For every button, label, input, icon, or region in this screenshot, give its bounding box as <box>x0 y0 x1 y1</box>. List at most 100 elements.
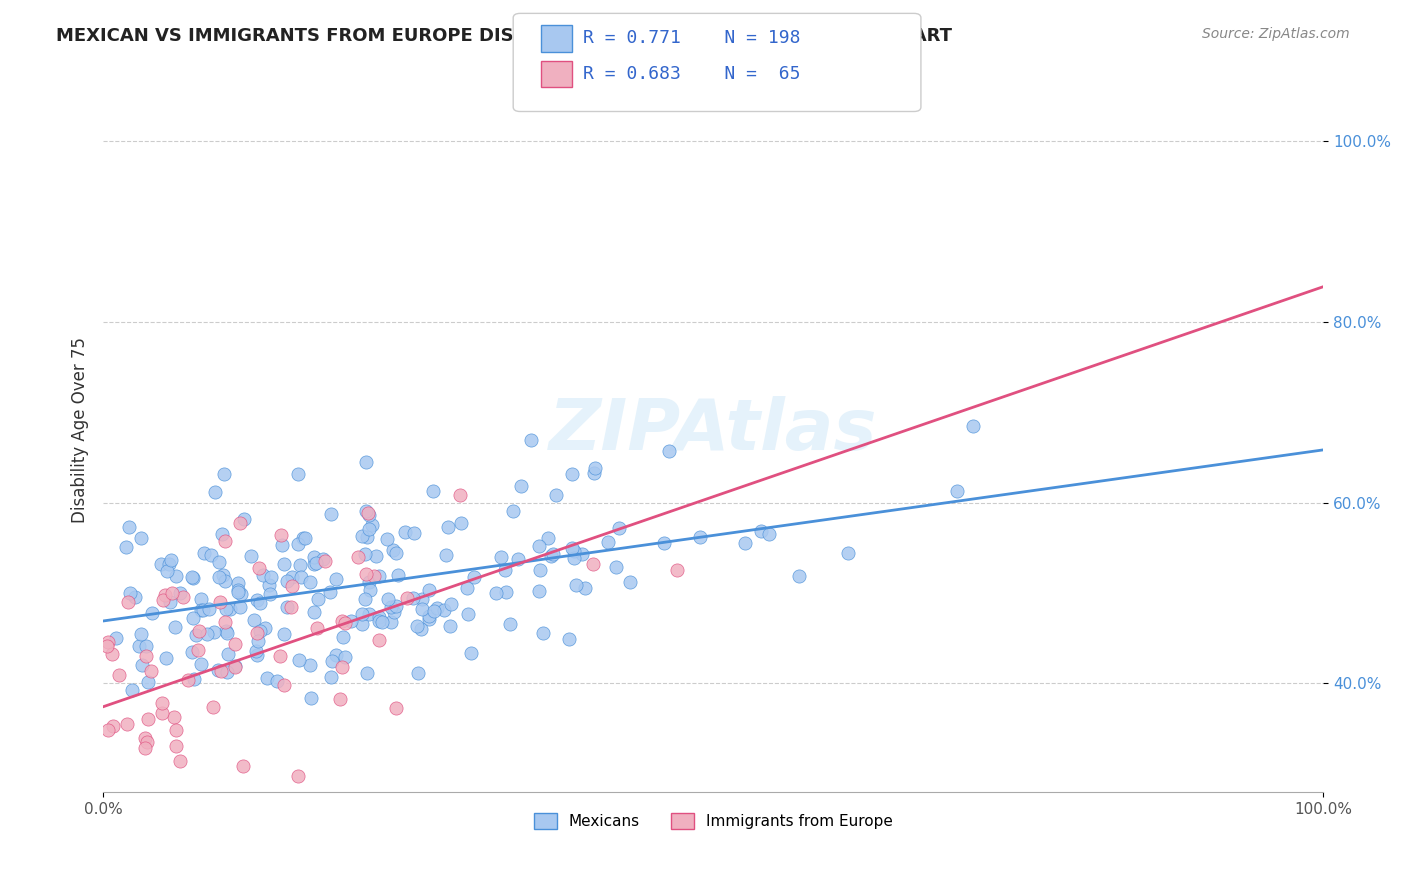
Point <box>494 563 516 577</box>
Point <box>357 508 380 523</box>
Point <box>356 530 378 544</box>
Point <box>434 548 457 562</box>
Point <box>302 605 325 619</box>
Point <box>357 507 380 521</box>
Point <box>232 759 254 773</box>
Point <box>214 574 236 588</box>
Point <box>105 631 128 645</box>
Point <box>489 550 512 565</box>
Point <box>202 625 225 640</box>
Point <box>208 570 231 584</box>
Point <box>288 558 311 573</box>
Point <box>377 592 399 607</box>
Point <box>418 612 440 626</box>
Point <box>598 535 620 549</box>
Point <box>325 572 347 586</box>
Point <box>180 812 202 826</box>
Point <box>228 516 250 530</box>
Point <box>152 592 174 607</box>
Point <box>360 517 382 532</box>
Point <box>583 466 606 480</box>
Point <box>582 557 605 571</box>
Point <box>368 610 391 624</box>
Point <box>385 701 408 715</box>
Point <box>537 531 560 545</box>
Text: R = 0.771    N = 198: R = 0.771 N = 198 <box>583 29 801 47</box>
Point <box>246 648 269 662</box>
Point <box>665 563 688 577</box>
Point <box>108 668 131 682</box>
Point <box>565 578 588 592</box>
Point <box>837 546 859 560</box>
Point <box>215 601 238 615</box>
Point <box>564 544 586 558</box>
Point <box>380 599 402 614</box>
Point <box>215 665 238 679</box>
Point <box>543 547 565 561</box>
Point <box>191 603 214 617</box>
Point <box>207 663 229 677</box>
Point <box>166 812 188 826</box>
Point <box>273 678 295 692</box>
Point <box>347 550 370 565</box>
Point <box>276 574 298 588</box>
Point <box>325 648 347 663</box>
Point <box>304 557 326 571</box>
Point <box>333 615 356 630</box>
Point <box>134 731 156 746</box>
Point <box>527 583 550 598</box>
Point <box>409 622 432 636</box>
Point <box>242 613 264 627</box>
Point <box>212 467 235 482</box>
Point <box>169 586 191 600</box>
Point <box>607 520 630 534</box>
Point <box>254 621 277 635</box>
Point <box>246 626 269 640</box>
Point <box>605 559 627 574</box>
Point <box>183 672 205 686</box>
Point <box>172 590 194 604</box>
Point <box>502 504 524 518</box>
Point <box>97 800 120 814</box>
Point <box>485 586 508 600</box>
Point <box>531 626 554 640</box>
Point <box>247 561 270 575</box>
Point <box>287 467 309 482</box>
Point <box>256 671 278 685</box>
Point <box>260 570 283 584</box>
Point <box>101 719 124 733</box>
Point <box>97 723 120 738</box>
Point <box>226 583 249 598</box>
Point <box>962 418 984 433</box>
Point <box>249 596 271 610</box>
Point <box>540 549 562 563</box>
Point <box>359 522 381 536</box>
Point <box>312 552 335 566</box>
Point <box>100 647 122 661</box>
Text: MEXICAN VS IMMIGRANTS FROM EUROPE DISABILITY AGE OVER 75 CORRELATION CHART: MEXICAN VS IMMIGRANTS FROM EUROPE DISABI… <box>56 27 952 45</box>
Point <box>449 488 471 502</box>
Point <box>356 455 378 469</box>
Point <box>450 516 472 530</box>
Point <box>190 603 212 617</box>
Point <box>307 621 329 635</box>
Point <box>226 576 249 591</box>
Point <box>354 567 377 582</box>
Point <box>380 615 402 630</box>
Point <box>433 603 456 617</box>
Point <box>418 582 440 597</box>
Point <box>357 607 380 622</box>
Point <box>330 614 353 628</box>
Point <box>231 587 253 601</box>
Point <box>131 658 153 673</box>
Point <box>252 567 274 582</box>
Point <box>689 531 711 545</box>
Point <box>406 619 429 633</box>
Point <box>375 532 398 546</box>
Point <box>226 585 249 599</box>
Point <box>187 643 209 657</box>
Point <box>217 647 239 661</box>
Point <box>290 570 312 584</box>
Point <box>141 606 163 620</box>
Point <box>188 624 211 639</box>
